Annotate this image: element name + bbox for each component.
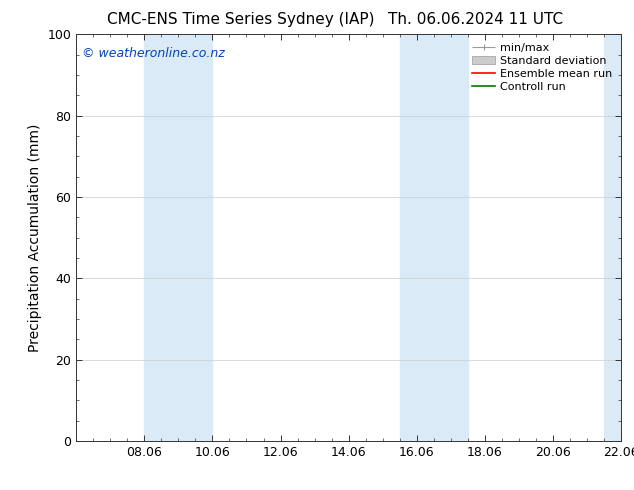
Legend: min/max, Standard deviation, Ensemble mean run, Controll run: min/max, Standard deviation, Ensemble me… <box>469 40 616 95</box>
Text: CMC-ENS Time Series Sydney (IAP): CMC-ENS Time Series Sydney (IAP) <box>107 12 375 27</box>
Bar <box>400 34 468 441</box>
Text: © weatheronline.co.nz: © weatheronline.co.nz <box>82 47 224 59</box>
Text: Th. 06.06.2024 11 UTC: Th. 06.06.2024 11 UTC <box>388 12 563 27</box>
Bar <box>604 34 634 441</box>
Y-axis label: Precipitation Accumulation (mm): Precipitation Accumulation (mm) <box>28 123 42 352</box>
Bar <box>144 34 212 441</box>
